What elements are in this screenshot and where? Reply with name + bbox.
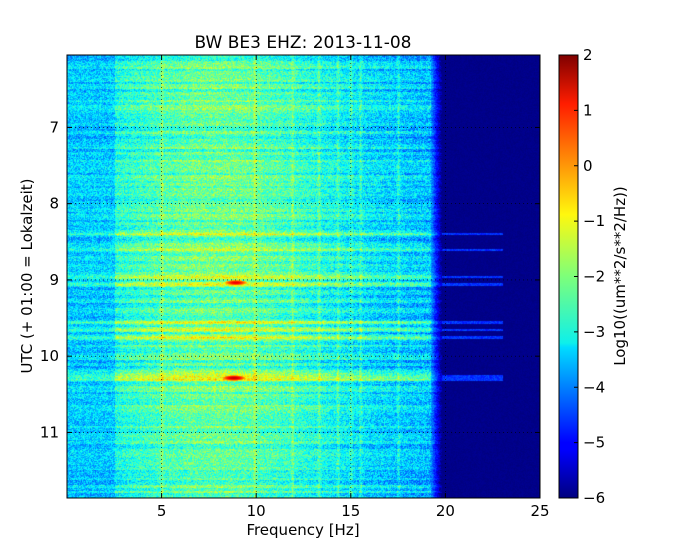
colorbar-ticks: 2 1 0 −1 −2 −3 −4 −5 −6 xyxy=(574,46,605,507)
y-tick-label: 7 xyxy=(49,118,59,136)
x-tick-label: 15 xyxy=(341,502,360,520)
x-axis-label: Frequency [Hz] xyxy=(246,521,359,539)
grid-lines xyxy=(67,55,540,498)
x-tick-label: 20 xyxy=(436,502,455,520)
plot-frame xyxy=(66,54,541,499)
colorbar-tick-label: −3 xyxy=(583,323,605,341)
y-tick-label: 11 xyxy=(40,423,59,441)
colorbar-tick-label: −4 xyxy=(583,378,605,396)
colorbar-tick-label: −6 xyxy=(583,489,605,507)
x-tick-label: 25 xyxy=(530,502,549,520)
plot-area: 5 10 15 20 25 7 8 9 10 11 xyxy=(40,54,550,520)
chart-title: BW BE3 EHZ: 2013-11-08 xyxy=(195,33,412,53)
y-tick-label: 10 xyxy=(40,347,59,365)
colorbar-tick-label: −1 xyxy=(583,212,605,230)
colorbar-tick-label: 2 xyxy=(583,46,593,64)
colorbar: 2 1 0 −1 −2 −3 −4 −5 −6 Log10((um**2/s**2/Hz)) xyxy=(558,46,629,507)
y-tick-label: 9 xyxy=(49,271,59,289)
y-axis-ticks: 7 8 9 10 11 xyxy=(40,118,540,441)
colorbar-tick-label: −2 xyxy=(583,268,605,286)
x-tick-label: 10 xyxy=(247,502,266,520)
colorbar-tick-label: 1 xyxy=(583,101,593,119)
colorbar-label: Log10((um**2/s**2/Hz)) xyxy=(611,186,629,366)
spectrogram-heatmap xyxy=(67,55,540,498)
colorbar-tick-label: −5 xyxy=(583,434,605,452)
y-tick-label: 8 xyxy=(49,195,59,213)
x-tick-label: 5 xyxy=(157,502,167,520)
colorbar-tick-label: 0 xyxy=(583,157,593,175)
x-axis-ticks: 5 10 15 20 25 xyxy=(157,55,550,520)
y-axis-label: UTC (+ 01:00 = Lokalzeit) xyxy=(18,178,36,373)
